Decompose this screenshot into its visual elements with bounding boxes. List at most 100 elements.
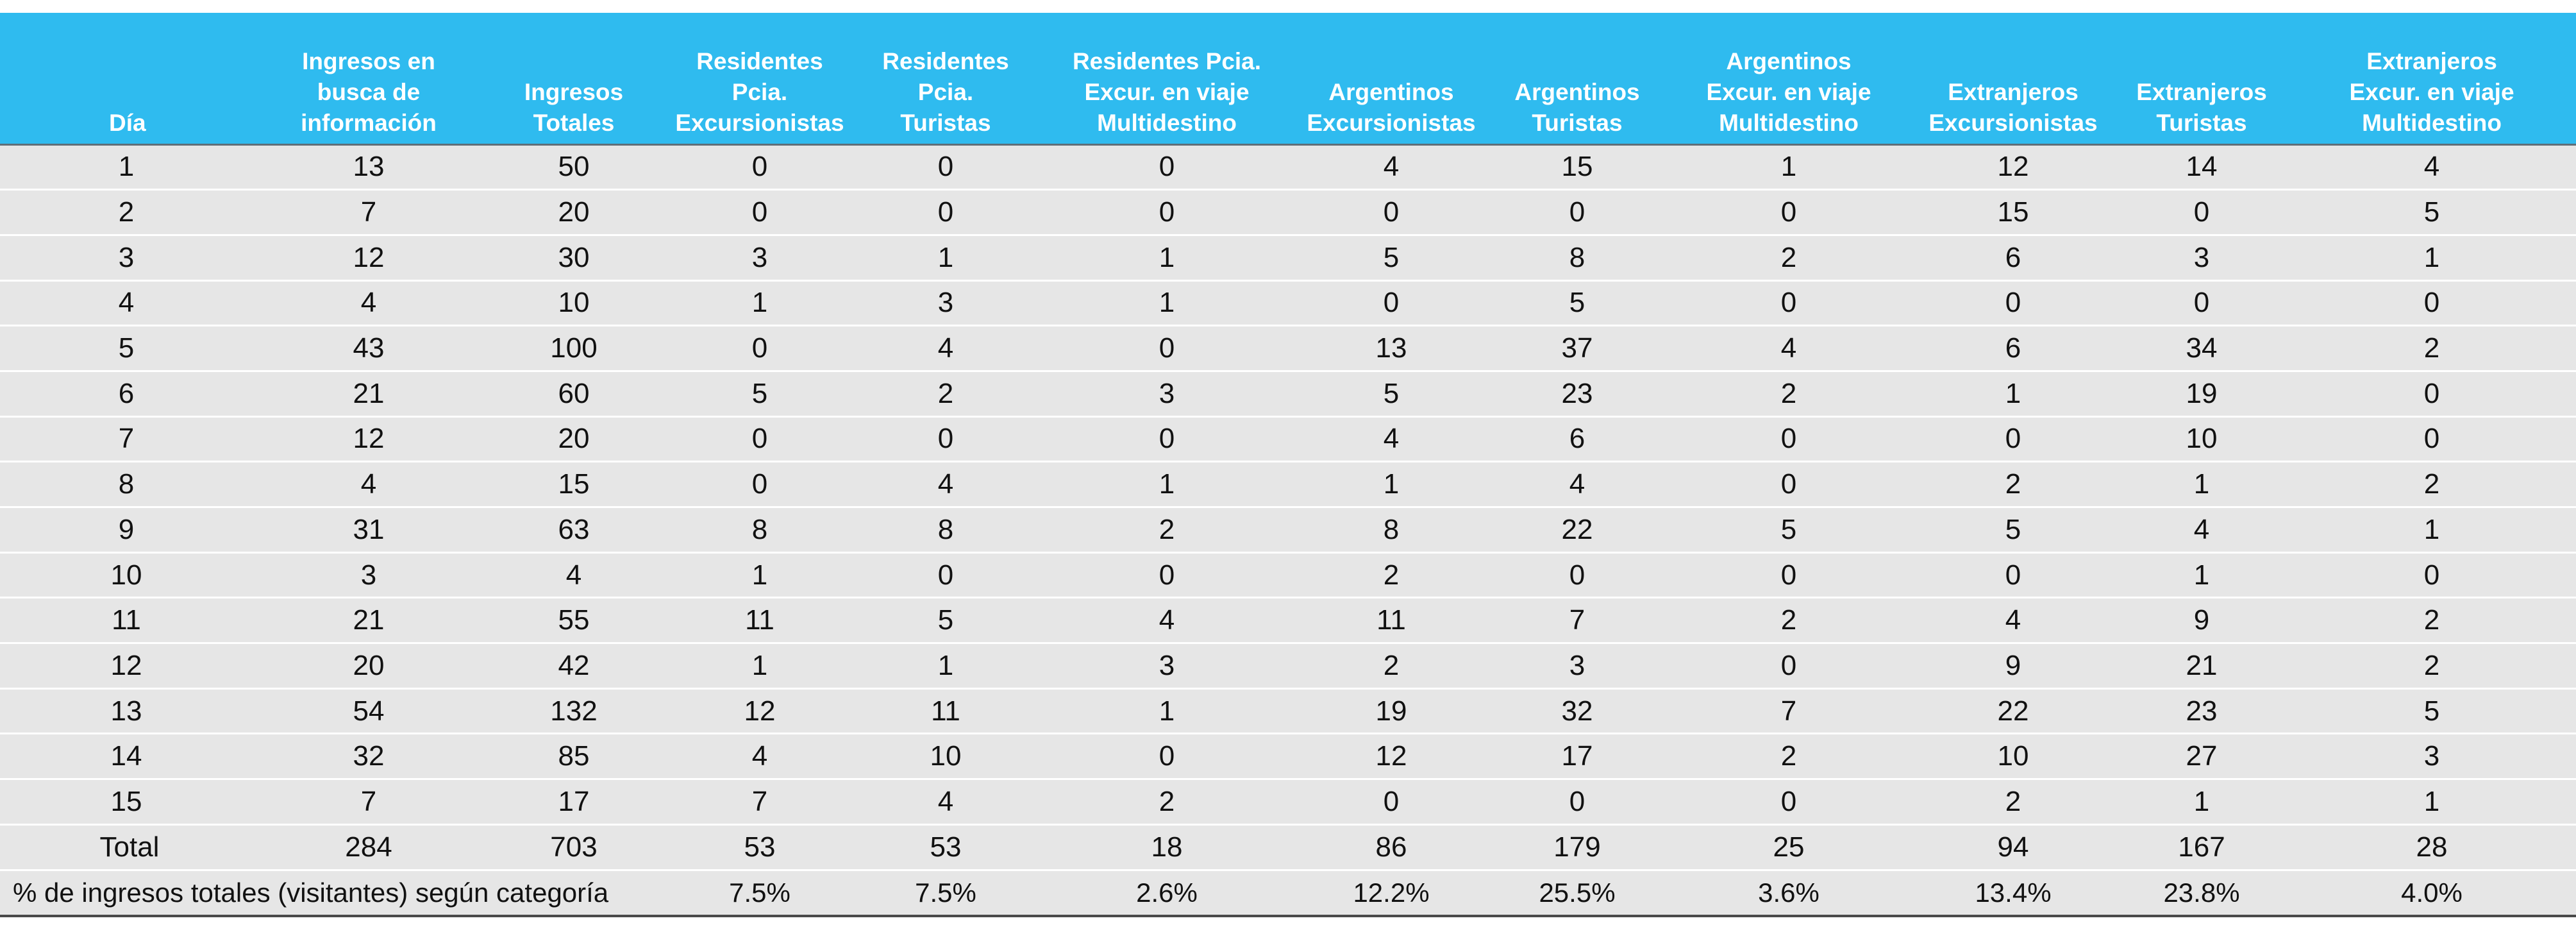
table-cell: 3: [256, 552, 481, 599]
day-value: 14: [110, 740, 142, 772]
table-cell: 6: [1911, 325, 2116, 372]
table-cell: 0: [1487, 189, 1667, 236]
table-cell: 1: [2116, 552, 2287, 599]
table-cell: 1: [667, 280, 853, 327]
column-header: Residentes Pcia. Excur. en viaje Multidest…: [1039, 13, 1295, 146]
table-cell: 50: [481, 144, 667, 191]
table-cell: 37: [1487, 325, 1667, 372]
table-cell: 1: [2287, 507, 2576, 554]
table-cell: 4: [256, 461, 481, 508]
day-value: 9: [118, 513, 135, 545]
table-cell: 0: [2287, 371, 2576, 418]
day-value: Total: [99, 831, 160, 863]
table-cell: 12: [256, 235, 481, 282]
table-row: 5 43 100 0 4 0 13 37 4 6 34 2: [0, 325, 2576, 372]
table-cell: 54: [256, 688, 481, 735]
table-row: 2 7 20 0 0 0 0 0 0 15 0 5: [0, 189, 2576, 236]
table-cell: 3: [1487, 643, 1667, 690]
table-cell: 2: [1667, 371, 1911, 418]
table-cell: 1: [667, 643, 853, 690]
column-header: Residentes Pcia. Turistas: [853, 13, 1039, 146]
table-cell: 2: [1911, 461, 2116, 508]
table-cell: 0: [667, 144, 853, 191]
day-cell: 13: [0, 688, 256, 735]
table-cell: 20: [481, 416, 667, 463]
day-cell: 5: [0, 325, 256, 372]
header-line: Pcia.: [917, 78, 974, 105]
table-cell: 10: [1911, 733, 2116, 781]
day-value: 1: [118, 151, 135, 183]
header-line: Extranjeros: [2136, 78, 2267, 105]
percent-cell: 13.4%: [1911, 870, 2116, 917]
table-cell: 0: [2287, 552, 2576, 599]
header-row: Día Ingresos en busca de información Ingreso…: [0, 13, 2576, 146]
day-value: 7: [118, 423, 135, 455]
table-cell: 94: [1911, 824, 2116, 871]
header-line: Extranjeros: [1948, 78, 2078, 105]
table-cell: 0: [1039, 416, 1295, 463]
table-cell: 5: [1295, 371, 1487, 418]
table-cell: 2: [1295, 643, 1487, 690]
percent-row-label: % de ingresos totales (visitantes) según…: [0, 870, 667, 917]
table-cell: 0: [667, 189, 853, 236]
column-header: Ingresos Totales: [481, 13, 667, 146]
table-cell: 0: [1039, 189, 1295, 236]
table-cell: 5: [2287, 189, 2576, 236]
day-value: 3: [118, 241, 135, 273]
day-cell: 3: [0, 235, 256, 282]
table-cell: 2: [2287, 325, 2576, 372]
table-cell: 2: [2287, 597, 2576, 645]
table-cell: 11: [1295, 597, 1487, 645]
percent-cell: 7.5%: [853, 870, 1039, 917]
table-cell: 53: [667, 824, 853, 871]
table-cell: 4: [853, 325, 1039, 372]
table-cell: 19: [2116, 371, 2287, 418]
table-cell: 0: [1667, 643, 1911, 690]
table-cell: 11: [667, 597, 853, 645]
table-cell: 3: [2287, 733, 2576, 781]
table-cell: 86: [1295, 824, 1487, 871]
table-cell: 0: [1911, 416, 2116, 463]
table-cell: 20: [256, 643, 481, 690]
header-line: Ingresos en: [302, 47, 435, 74]
table-cell: 9: [2116, 597, 2287, 645]
table-cell: 6: [1487, 416, 1667, 463]
table-cell: 0: [1667, 461, 1911, 508]
table-cell: 8: [853, 507, 1039, 554]
day-cell: 15: [0, 779, 256, 826]
day-cell: 12: [0, 643, 256, 690]
day-cell: 4: [0, 280, 256, 327]
table-cell: 179: [1487, 824, 1667, 871]
table-cell: 12: [667, 688, 853, 735]
table-cell: 100: [481, 325, 667, 372]
table-cell: 4: [481, 552, 667, 599]
column-header: Argentinos Turistas: [1487, 13, 1667, 146]
column-header: Argentinos Excur. en viaje Multidestino: [1667, 13, 1911, 146]
table-row: 15 7 17 7 4 2 0 0 0 2 1 1: [0, 779, 2576, 826]
table-cell: 12: [1295, 733, 1487, 781]
table-cell: 284: [256, 824, 481, 871]
table-cell: 32: [256, 733, 481, 781]
percent-cell: 12.2%: [1295, 870, 1487, 917]
header-line: Argentinos: [1726, 47, 1852, 74]
table-cell: 3: [1039, 643, 1295, 690]
total-row: Total 284 703 53 53 18 86 179 25 94 167 28: [0, 824, 2576, 871]
table-row: 12 20 42 1 1 3 2 3 0 9 21 2: [0, 643, 2576, 690]
table-cell: 1: [667, 552, 853, 599]
table-cell: 1: [1039, 461, 1295, 508]
day-cell: 6: [0, 371, 256, 418]
header-line: Residentes: [882, 47, 1009, 74]
table-cell: 0: [1911, 552, 2116, 599]
table-cell: 4: [256, 280, 481, 327]
table-cell: 1: [1911, 371, 2116, 418]
table-cell: 3: [667, 235, 853, 282]
table-cell: 15: [1911, 189, 2116, 236]
day-value: 6: [118, 377, 135, 409]
table-cell: 4: [2287, 144, 2576, 191]
table-cell: 34: [2116, 325, 2287, 372]
column-header: Extranjeros Excur. en viaje Multidestino: [2287, 13, 2576, 146]
header-line: Residentes: [696, 47, 823, 74]
table-cell: 5: [1667, 507, 1911, 554]
table-cell: 3: [1039, 371, 1295, 418]
table-cell: 55: [481, 597, 667, 645]
